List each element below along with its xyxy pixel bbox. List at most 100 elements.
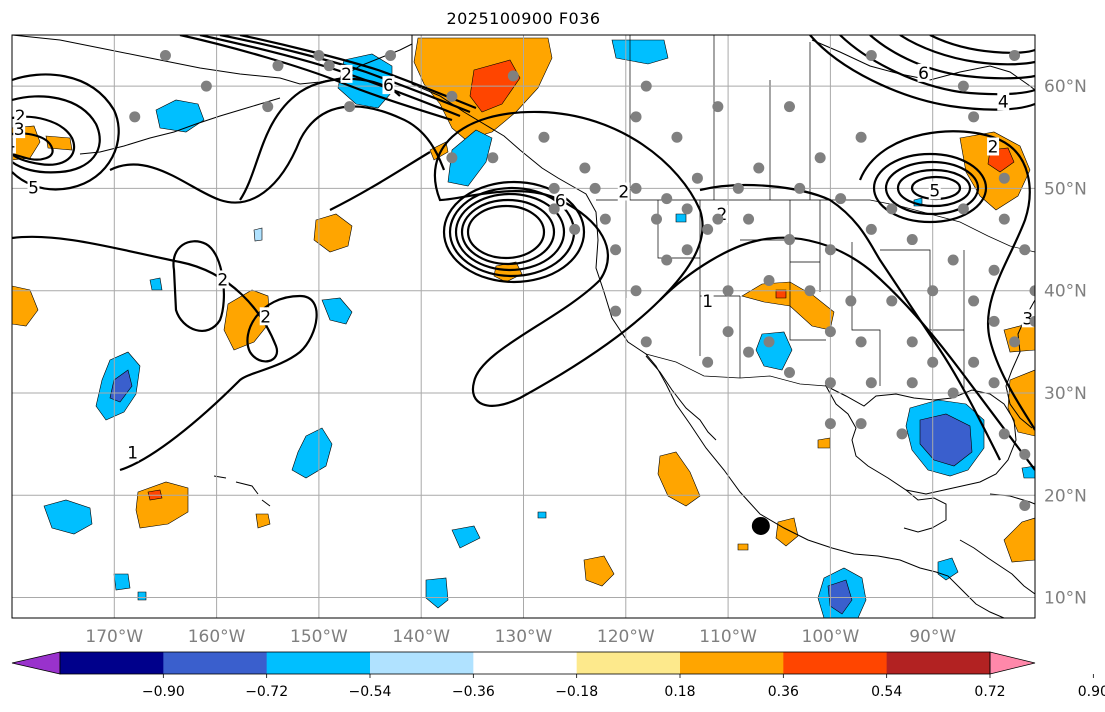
colorbar-frame: [59, 651, 991, 675]
contour-line: [454, 192, 566, 272]
contour-label-bg: [917, 63, 930, 82]
shade-region: [583, 555, 615, 587]
shade-region: [253, 227, 263, 242]
station-marker-icon: [599, 213, 611, 225]
coastline-north-america: [411, 35, 1005, 618]
lon-tick-label: 130°W: [495, 627, 553, 647]
lat-tick-label: 50°N: [1044, 179, 1087, 199]
station-marker-icon: [794, 182, 806, 194]
lat-tick-label: 20°N: [1044, 486, 1087, 506]
station-marker-icon: [159, 49, 171, 61]
station-marker-icon: [763, 336, 775, 348]
station-marker-icon: [1029, 315, 1035, 327]
station-marker-icon: [538, 131, 550, 143]
contour-label: 2: [717, 205, 728, 225]
lon-tick-label: 150°W: [290, 627, 348, 647]
contour-label: 6: [1, 151, 12, 171]
colorbar-tick-label: 0.36: [768, 684, 799, 700]
station-marker-icon: [865, 377, 877, 389]
station-marker-icon: [630, 285, 642, 297]
contour-label: 2: [217, 270, 228, 290]
shade-region: [827, 579, 853, 615]
shade-region: [321, 297, 353, 325]
station-marker-icon: [579, 162, 591, 174]
station-marker-icon: [998, 213, 1010, 225]
coastline-alaska: [12, 35, 413, 85]
contour-label-bg: [27, 178, 40, 197]
colorbar-segment: [680, 652, 784, 674]
station-marker-icon: [763, 274, 775, 286]
shade-region: [12, 285, 39, 327]
station-marker-icon: [262, 101, 274, 113]
station-marker-icon: [743, 213, 755, 225]
contour-label-bg: [12, 150, 13, 169]
contour-label-bg: [216, 270, 229, 289]
gridlines: [12, 35, 1035, 618]
contour-label-bg: [701, 291, 714, 310]
station-marker-icon: [855, 336, 867, 348]
colorbar: −0.90 −0.72 −0.54 −0.36 −0.18 0.18 0.36 0.54 0.7…: [11, 651, 1105, 700]
station-marker-icon: [968, 356, 980, 368]
contour-line: [809, 35, 1035, 111]
station-marker-icon: [886, 295, 898, 307]
coastline-aleutians: [79, 97, 281, 155]
contour-line: [872, 152, 988, 224]
contour-label-bg: [12, 135, 16, 154]
station-marker-icon: [783, 234, 795, 246]
shade-region: [137, 591, 147, 601]
station-marker-icon: [650, 213, 662, 225]
contour-label: 2: [341, 65, 352, 85]
station-marker-icon: [1019, 499, 1031, 511]
station-marker-icon: [896, 428, 908, 440]
shade-region: [451, 525, 481, 549]
contour-label-bg: [259, 307, 272, 326]
borders: [411, 35, 1035, 394]
colorbar-tick-label: −0.54: [349, 684, 392, 700]
shade-region: [155, 99, 205, 133]
contour-label: 3: [1048, 101, 1059, 121]
shade-region: [113, 573, 131, 591]
station-marker-icon: [548, 182, 560, 194]
colorbar-segment: [370, 652, 474, 674]
station-marker-icon: [702, 223, 714, 235]
station-marker-icon: [446, 90, 458, 102]
station-marker-icon: [200, 80, 212, 92]
contour-label-bg: [997, 92, 1010, 111]
lon-tick-label: 120°W: [597, 627, 655, 647]
contour-label-bg: [1033, 191, 1035, 210]
station-marker-icon: [865, 223, 877, 235]
station-marker-icon: [743, 346, 755, 358]
contour-label-bg: [126, 443, 139, 462]
contour-line: [239, 35, 477, 110]
contour-label-bg: [617, 182, 630, 201]
contour-line: [659, 236, 1035, 471]
colorbar-segment: [783, 652, 888, 674]
colorbar-segment: [473, 652, 578, 674]
colorbar-segment: [886, 652, 991, 674]
contour-line: [858, 130, 1035, 431]
colorbar-extend-min: [11, 651, 61, 675]
station-marker-icon: [722, 326, 734, 338]
station-marker-icon: [1009, 336, 1021, 348]
station-marker-icon: [906, 234, 918, 246]
station-marker-icon: [855, 418, 867, 430]
shade-region: [255, 513, 271, 529]
shade-region: [1021, 465, 1035, 479]
station-marker-icon: [927, 356, 939, 368]
station-marker-icon: [957, 203, 969, 215]
map-frame: [11, 34, 1036, 619]
station-marker-icon: [845, 295, 857, 307]
lat-tick-label: 40°N: [1044, 282, 1087, 302]
contours: [12, 35, 1035, 472]
station-marker-icon: [824, 244, 836, 256]
station-marker-icon: [1019, 448, 1031, 460]
contour-label: 2: [15, 107, 26, 127]
lon-tick-label: 100°W: [802, 627, 860, 647]
lon-tick-label: 160°W: [188, 627, 246, 647]
contour-label: 4: [5, 135, 16, 155]
station-marker-icon: [344, 101, 356, 113]
lat-tick-label: 10°N: [1044, 589, 1087, 609]
station-marker-icon: [988, 377, 1000, 389]
station-marker-icon: [548, 203, 560, 215]
